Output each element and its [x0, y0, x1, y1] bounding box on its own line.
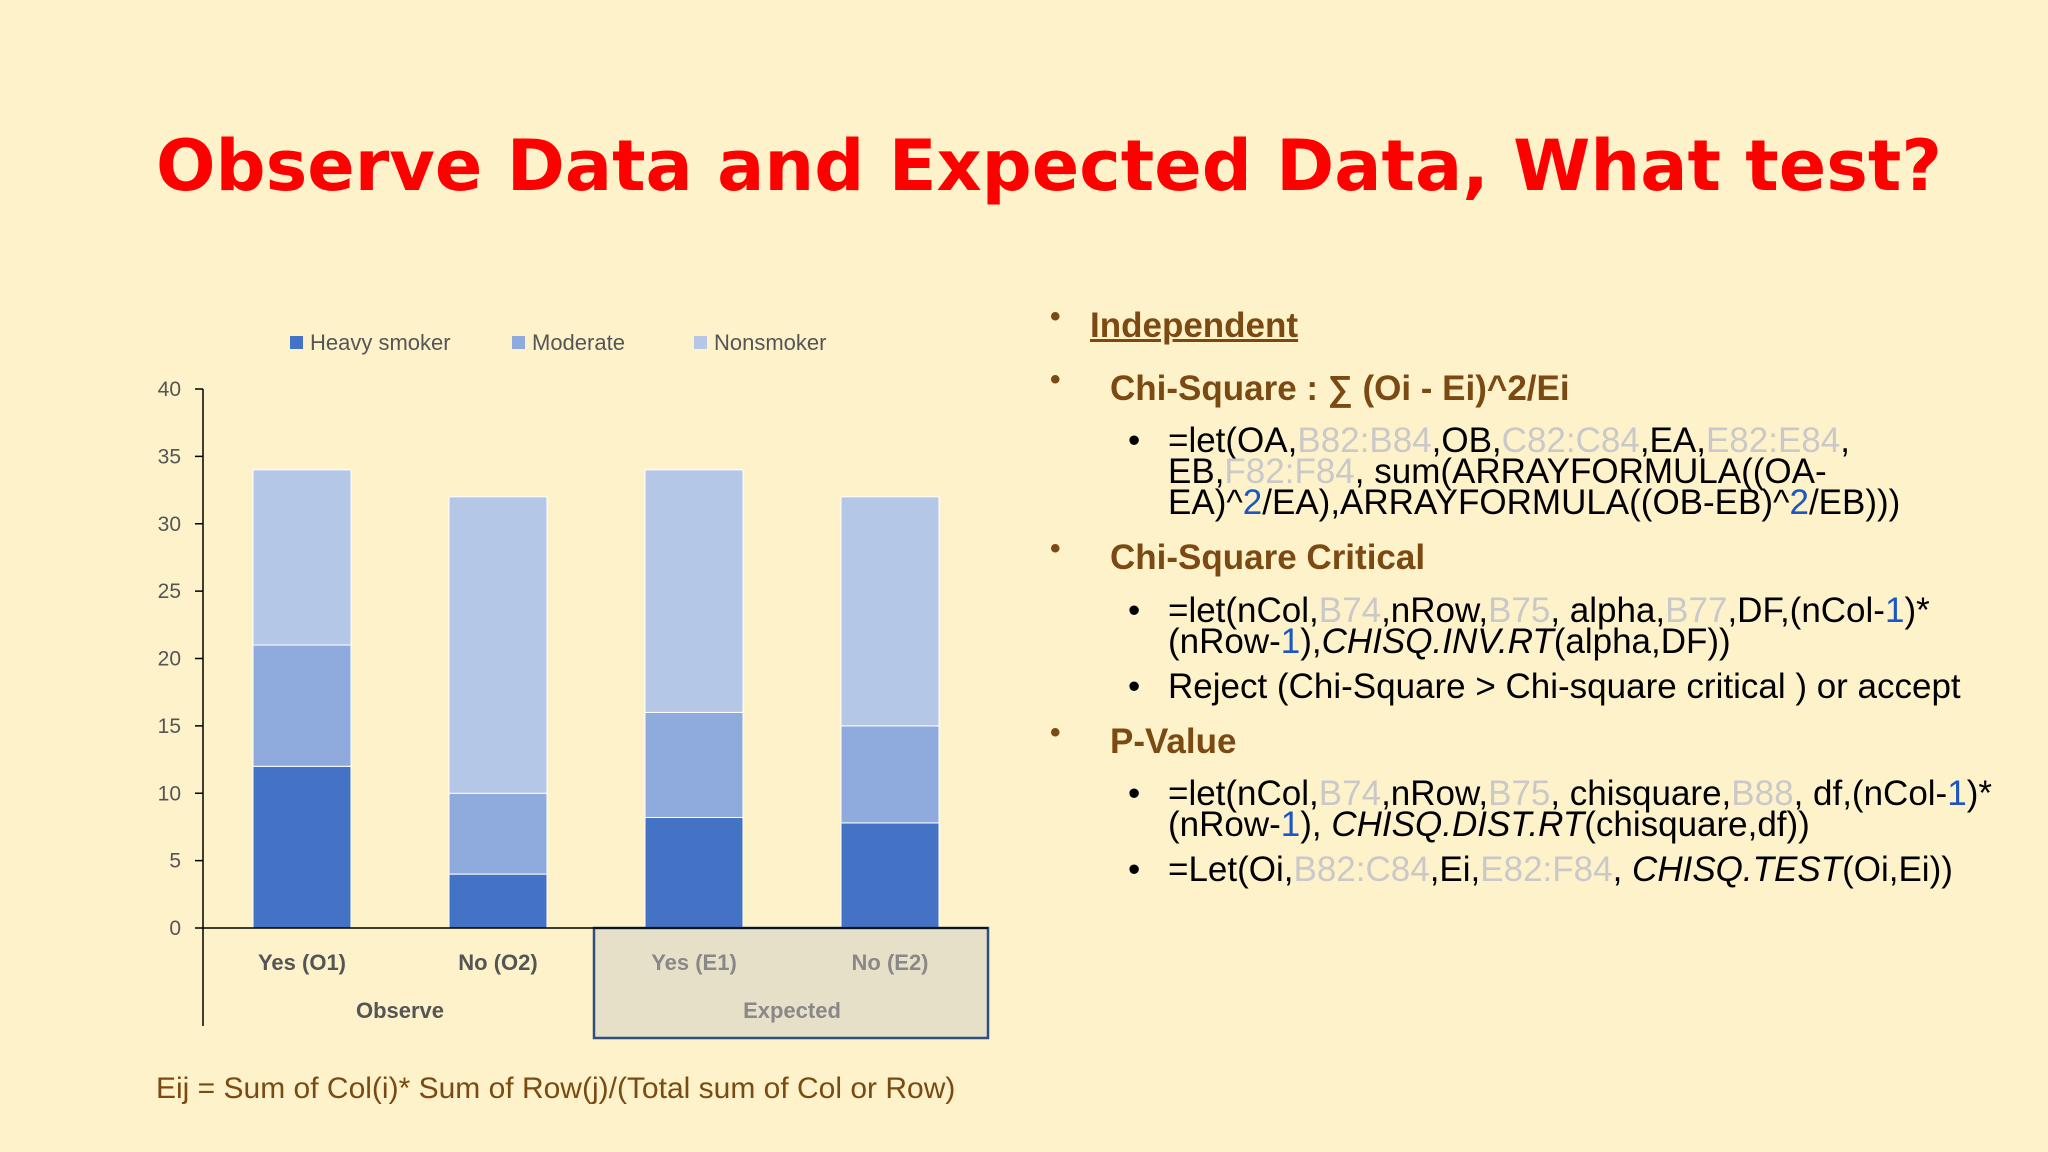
formula-segment: =Let(Oi,: [1168, 850, 1294, 889]
formula-segment: CHISQ.INV.RT: [1321, 621, 1554, 661]
formula-segment: ),: [1300, 621, 1322, 661]
p-value-formula-dist: • =let(nCol,B74,nRow,B75, chisquare,B88,…: [1128, 774, 1992, 844]
bar-segment: [840, 725, 940, 824]
y-tick-label: 40: [158, 378, 181, 401]
y-tick-label: 5: [169, 850, 181, 873]
expected-value-formula: Eij = Sum of Col(i)* Sum of Row(j)/(Tota…: [156, 1072, 956, 1105]
y-axis: 0 5 10 15 20 25 30 35 40: [158, 378, 204, 1026]
bullet-chi-square-critical: • Chi-Square Critical: [1050, 532, 2040, 585]
formula-segment: 1: [1947, 774, 1967, 813]
bar-segment: [840, 496, 940, 727]
bullet-chi-square: • Chi-Square : ∑ (Oi - Ei)^2/Ei: [1050, 363, 2040, 416]
decision-rule-text: Reject (Chi-Square > Chi-square critical…: [1168, 666, 1961, 706]
y-tick-label: 20: [158, 648, 181, 671]
x-axis: Yes (O1) No (O2) Yes (E1) No (E2) Observe Exp…: [203, 926, 990, 1040]
x-category-label: No (E2): [852, 950, 929, 975]
p-value-formula-test: • =Let(Oi,B82:C84,Ei,E82:F84, CHISQ.TEST…: [1128, 850, 1953, 889]
formula-segment: (alpha,DF)): [1553, 621, 1731, 661]
bar-segment: [448, 792, 548, 875]
formula-segment: CHISQ.TEST: [1632, 850, 1843, 889]
p-value-heading: P-Value: [1110, 721, 1237, 761]
p-value-formula-dist-text: =let(nCol,B74,nRow,B75, chisquare,B88, d…: [1168, 774, 1992, 844]
chart-legend: Heavy smoker Moderate Nonsmoker: [290, 330, 826, 355]
y-tick-label: 25: [158, 580, 181, 603]
x-group-label: Expected: [743, 998, 841, 1023]
formula-segment: , df,(nCol-: [1793, 774, 1948, 813]
bar-segment: [644, 817, 744, 929]
chi-square-critical-formula-text: =let(nCol,B74,nRow,B75, alpha,B77,DF,(nC…: [1168, 591, 1930, 661]
method-panel: • Independent • Chi-Square : ∑ (Oi - Ei)…: [1050, 300, 2040, 899]
legend-label: Heavy smoker: [310, 330, 451, 355]
bars: [252, 469, 940, 929]
bullet-dot: •: [1050, 300, 1061, 333]
formula-segment: /EB))): [1808, 483, 1901, 522]
y-tick-label: 0: [169, 917, 181, 940]
expected-group-box: [592, 926, 990, 1040]
bar-segment: [840, 822, 940, 929]
formula-segment: CHISQ.DIST.RT: [1331, 805, 1585, 844]
legend-label: Nonsmoker: [714, 330, 826, 355]
y-tick-label: 30: [158, 513, 181, 536]
formula-segment: (Oi,Ei)): [1842, 850, 1953, 889]
formula-segment: ,Ei,: [1429, 850, 1481, 889]
formula-segment: /EA),ARRAYFORMULA((OB-EB)^: [1262, 483, 1790, 522]
x-category-label: Yes (E1): [651, 950, 737, 975]
chi-square-formula-text: =let(OA,B82:B84,OB,C82:C84,EA,E82:E84, E…: [1168, 421, 1900, 522]
bullet-dot: •: [1050, 715, 1061, 749]
bar-segment: [252, 469, 352, 646]
x-category-label: Yes (O1): [258, 950, 346, 975]
y-tick-label: 15: [158, 715, 181, 738]
bar-segment: [644, 469, 744, 713]
bar-segment: [252, 765, 352, 929]
formula-segment: (chisquare,df)): [1584, 805, 1810, 844]
legend-label: Moderate: [532, 330, 625, 355]
bullet-dot: •: [1050, 532, 1061, 565]
bar-segment: [252, 644, 352, 767]
bullet-dot: •: [1050, 362, 1061, 396]
legend-swatch: [694, 336, 707, 349]
bar-segment: [448, 873, 548, 929]
formula-segment: ,DF,(nCol-: [1727, 590, 1885, 630]
formula-segment: 1: [1884, 590, 1905, 630]
formula-segment: B82:C84: [1293, 850, 1430, 889]
bullet-p-value: • P-Value: [1050, 716, 2040, 769]
chi-square-formula: • =let(OA,B82:B84,OB,C82:C84,EA,E82:E84,…: [1128, 421, 1901, 522]
formula-segment: 2: [1789, 483, 1809, 522]
x-category-label: No (O2): [458, 950, 537, 975]
p-value-formula-test-text: =Let(Oi,B82:C84,Ei,E82:F84, CHISQ.TEST(O…: [1168, 850, 1953, 889]
legend-swatch: [512, 336, 525, 349]
stacked-bar-chart: Heavy smoker Moderate Nonsmoker 0 5 10 15 20 25…: [158, 330, 990, 1040]
x-group-label: Observe: [356, 998, 444, 1023]
legend-swatch: [290, 336, 303, 349]
chi-square-critical-heading: Chi-Square Critical: [1110, 538, 1426, 577]
chi-square-critical-formula: • =let(nCol,B74,nRow,B75, alpha,B77,DF,(…: [1128, 590, 1930, 661]
formula-segment: )*(nRow-: [1168, 590, 1930, 661]
formula-segment: ),: [1300, 805, 1332, 844]
formula-segment: 2: [1242, 483, 1263, 522]
formula-segment: )*(nRow-: [1168, 774, 1992, 844]
formula-segment: E82:F84: [1480, 850, 1613, 889]
independent-heading: Independent: [1090, 306, 1299, 345]
formula-segment: 1: [1280, 805, 1301, 844]
decision-rule: • Reject (Chi-Square > Chi-square critic…: [1128, 666, 1961, 706]
slide-title: Observe Data and Expected Data, What tes…: [156, 125, 1942, 207]
bar-segment: [644, 711, 744, 819]
y-tick-label: 10: [158, 782, 181, 805]
bar-segment: [448, 496, 548, 794]
bullet-independent: • Independent: [1050, 300, 2040, 353]
chi-square-heading: Chi-Square : ∑ (Oi - Ei)^2/Ei: [1110, 368, 1570, 408]
formula-segment: 1: [1280, 621, 1301, 661]
y-tick-label: 35: [158, 445, 181, 468]
formula-segment: ,: [1612, 850, 1633, 889]
